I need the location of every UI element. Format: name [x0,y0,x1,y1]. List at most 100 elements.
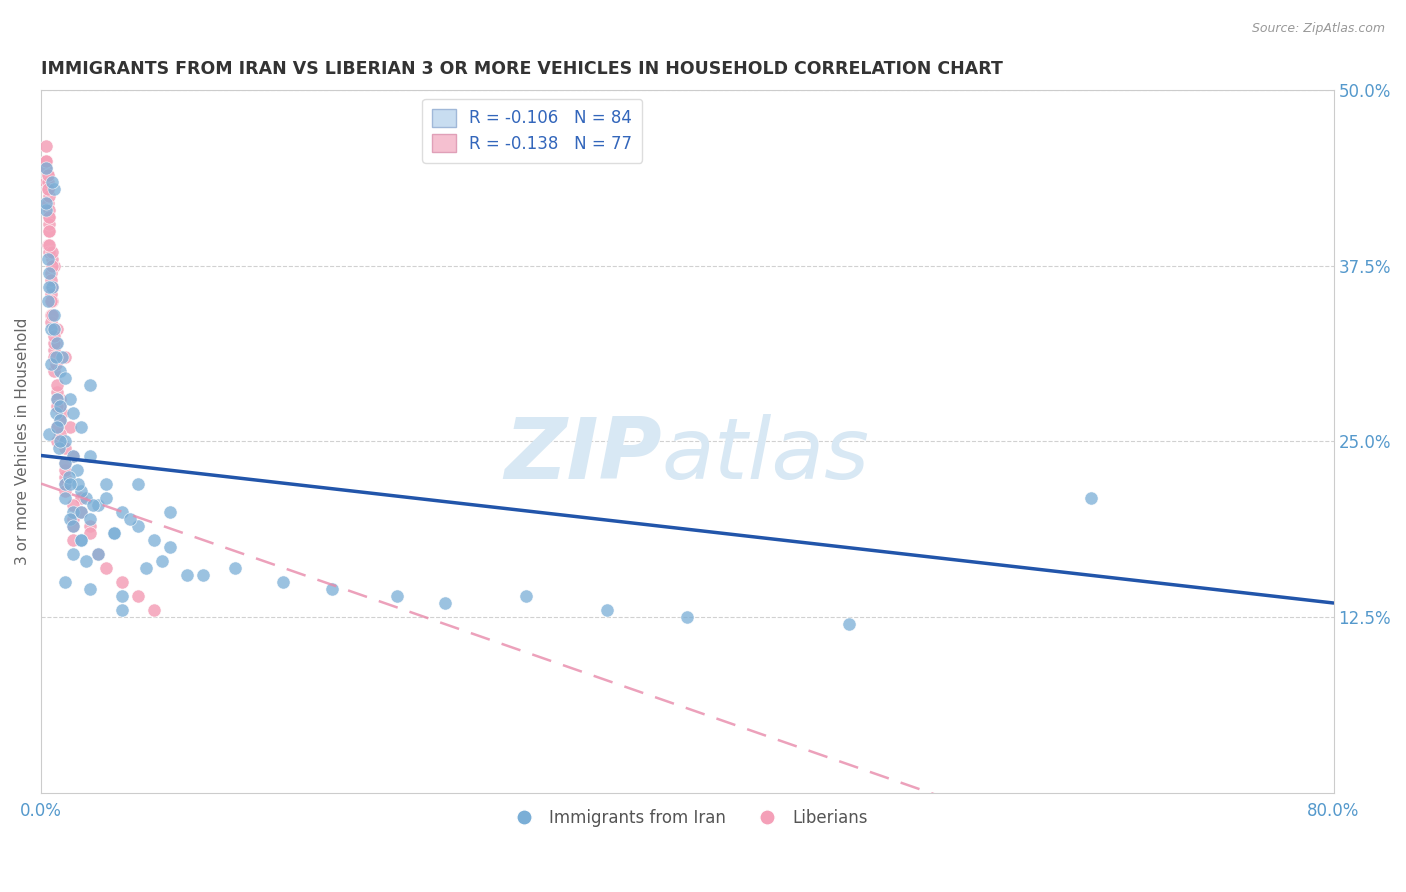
Point [42,322,65,336]
Point [37,237,59,252]
Point [176,568,198,582]
Point [42,364,65,378]
Point [433,596,456,610]
Point [94,476,117,491]
Point [41,280,63,294]
Point [838,617,860,632]
Point [37,181,59,195]
Point [38,210,60,224]
Point [59,420,82,434]
Point [103,525,125,540]
Point [86,547,108,561]
Point [38,224,60,238]
Point [35,153,58,168]
Point [150,554,173,568]
Point [79,512,101,526]
Point [224,561,246,575]
Point [39,308,62,322]
Point [111,505,134,519]
Point [49,413,72,427]
Point [385,589,408,603]
Point [143,603,166,617]
Point [62,547,84,561]
Point [41,259,63,273]
Point [53,469,76,483]
Point [45,350,67,364]
Point [46,420,69,434]
Point [62,518,84,533]
Point [39,287,62,301]
Point [39,322,62,336]
Point [46,392,69,407]
Point [135,561,157,575]
Point [143,533,166,547]
Point [1080,491,1102,505]
Point [53,491,76,505]
Point [127,589,149,603]
Point [39,357,62,371]
Point [53,476,76,491]
Point [49,434,72,449]
Point [82,498,104,512]
Point [42,308,65,322]
Point [41,252,63,266]
Point [38,244,60,259]
Point [37,252,59,266]
Point [53,350,76,364]
Point [49,392,72,407]
Point [46,392,69,407]
Point [51,406,73,420]
Point [39,273,62,287]
Point [79,518,101,533]
Point [49,400,72,414]
Point [48,442,70,456]
Point [53,442,76,456]
Point [59,512,82,526]
Point [46,400,69,414]
Point [70,505,93,519]
Point [35,153,58,168]
Point [38,202,60,217]
Point [41,244,63,259]
Point [62,498,84,512]
Text: atlas: atlas [661,414,869,497]
Point [111,574,134,589]
Point [39,315,62,329]
Point [79,449,101,463]
Point [94,491,117,505]
Point [273,574,295,589]
Point [41,280,63,294]
Point [49,364,72,378]
Point [35,161,58,175]
Point [41,175,63,189]
Point [66,462,89,476]
Point [62,406,84,420]
Point [46,322,69,336]
Point [38,188,60,202]
Text: IMMIGRANTS FROM IRAN VS LIBERIAN 3 OR MORE VEHICLES IN HOUSEHOLD CORRELATION CHA: IMMIGRANTS FROM IRAN VS LIBERIAN 3 OR MO… [41,60,1002,78]
Point [127,518,149,533]
Point [37,168,59,182]
Point [42,336,65,351]
Y-axis label: 3 or more Vehicles in Household: 3 or more Vehicles in Household [15,318,30,566]
Point [62,533,84,547]
Point [49,427,72,442]
Point [59,476,82,491]
Point [42,322,65,336]
Point [70,491,93,505]
Point [86,498,108,512]
Point [53,434,76,449]
Point [35,175,58,189]
Point [46,434,69,449]
Point [35,161,58,175]
Point [35,139,58,153]
Point [37,168,59,182]
Point [38,266,60,280]
Point [42,343,65,358]
Point [67,476,90,491]
Point [62,505,84,519]
Point [38,224,60,238]
Point [38,427,60,442]
Point [62,518,84,533]
Point [49,400,72,414]
